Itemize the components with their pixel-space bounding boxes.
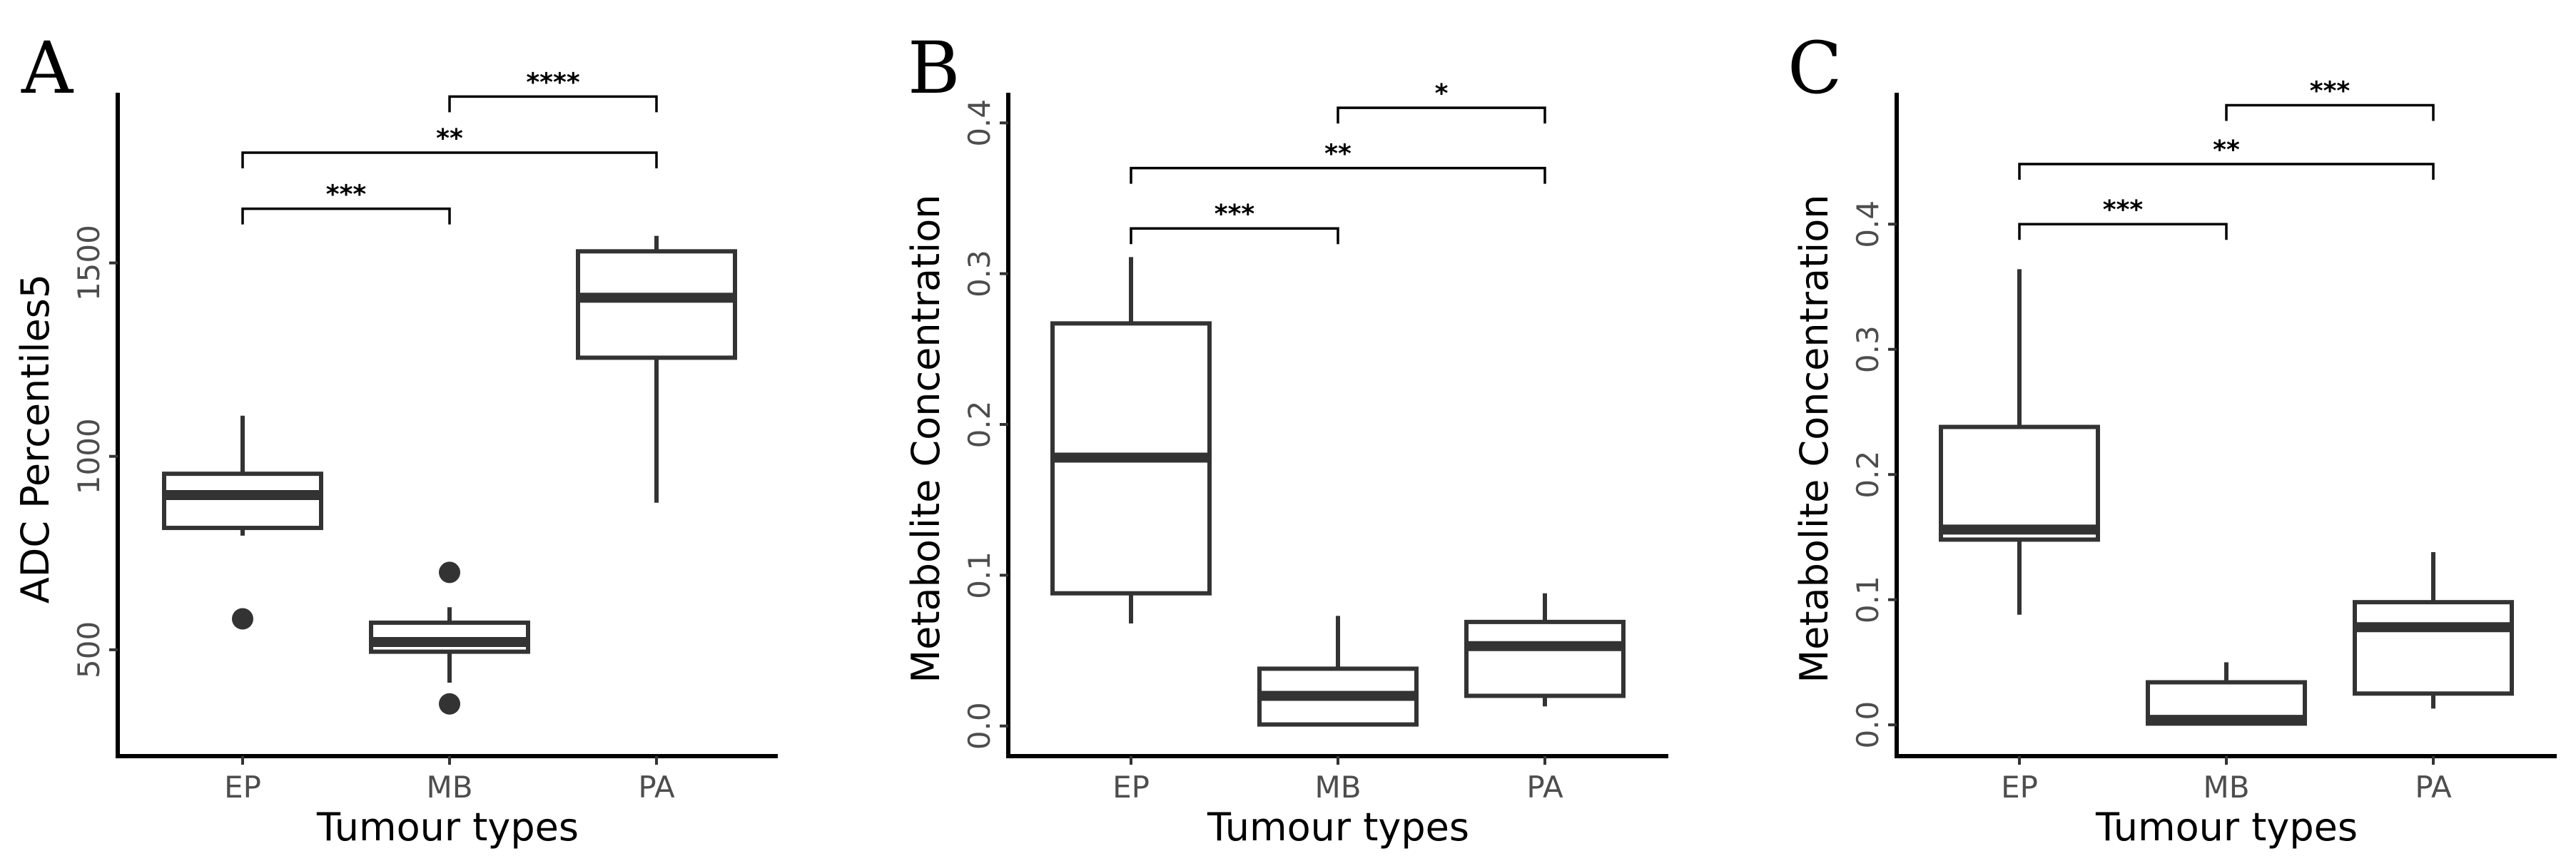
y-tick-label: 0.3	[1850, 325, 1885, 373]
significance-label: ***	[1215, 200, 1255, 229]
y-tick-label: 0.0	[1850, 701, 1885, 749]
x-axis-title: Tumour types	[316, 805, 579, 850]
significance-bracket: ****	[448, 68, 658, 113]
x-tick-label: EP	[1112, 770, 1150, 805]
significance-label: **	[2213, 136, 2240, 165]
y-tick-label: 0.1	[962, 551, 997, 599]
box-pa	[2353, 551, 2514, 709]
y-tick-label: 0.3	[962, 250, 997, 297]
significance-bracket: ***	[2225, 77, 2435, 121]
significance-label: ****	[526, 68, 579, 97]
significance-bracket: **	[241, 124, 658, 169]
y-axis-title: Metabolite Concentration	[1792, 195, 1837, 683]
bracket-line	[241, 151, 658, 169]
y-tick-label: 0.2	[962, 401, 997, 449]
x-tick-label: EP	[224, 770, 261, 805]
significance-bracket: ***	[2018, 195, 2228, 240]
bracket-line	[2225, 103, 2435, 121]
significance-label: ***	[326, 180, 367, 210]
outlier-point	[439, 693, 460, 715]
box-mb	[369, 561, 530, 715]
box-ep	[1050, 257, 1212, 623]
significance-label: ***	[2103, 195, 2144, 225]
x-tick-label: PA	[1526, 770, 1563, 805]
significance-label: **	[436, 124, 463, 153]
significance-label: *	[1435, 79, 1449, 108]
box-iqr	[2353, 600, 2514, 696]
outlier-point	[439, 561, 460, 584]
chart-panel-a: A 500 1000 1500 EP MB PA Tumour types ADC Percen…	[13, 26, 778, 850]
y-tick-label: 0.4	[962, 99, 997, 147]
significance-bracket: **	[2018, 136, 2435, 180]
y-axis-title: Metabolite Concentration	[903, 195, 948, 683]
box-pa	[576, 235, 737, 503]
y-tick-label: 0.0	[962, 702, 997, 750]
chart-panel-b: B 0.0 0.1 0.2 0.3 0.4 EP MB PA Tumour types Metabo…	[903, 26, 1668, 850]
bracket-line	[448, 95, 658, 113]
outlier-point	[232, 608, 253, 630]
x-tick-label: MB	[2203, 770, 2249, 805]
significance-label: **	[1324, 140, 1352, 169]
box-mb	[1257, 616, 1419, 727]
bracket-line	[1337, 106, 1546, 124]
box-iqr	[162, 472, 323, 531]
significance-bracket: ***	[241, 180, 451, 225]
x-tick-label: MB	[1314, 770, 1361, 805]
panel-letter: A	[21, 26, 74, 110]
y-tick-label: 0.1	[1850, 576, 1885, 623]
bracket-line	[241, 207, 451, 225]
x-tick-label: MB	[426, 770, 472, 805]
x-axis-title: Tumour types	[2095, 805, 2358, 850]
bracket-line	[2018, 163, 2435, 180]
y-tick-label: 500	[71, 621, 106, 678]
box-iqr	[1939, 424, 2100, 542]
box-ep	[162, 415, 323, 630]
y-tick-label: 1500	[71, 225, 106, 301]
x-tick-label: EP	[2001, 770, 2038, 805]
bracket-line	[1130, 166, 1546, 184]
y-tick-label: 0.4	[1850, 200, 1885, 248]
y-tick-label: 1000	[71, 418, 106, 494]
panel-letter: B	[908, 26, 960, 110]
x-tick-label: PA	[638, 770, 675, 805]
y-tick-label: 0.2	[1850, 451, 1885, 499]
y-axis-title: ADC Percentiles5	[13, 274, 58, 603]
bracket-line	[1130, 227, 1339, 245]
x-tick-label: PA	[2415, 770, 2452, 805]
bracket-line	[2018, 223, 2228, 240]
box-pa	[1464, 593, 1626, 707]
significance-bracket: **	[1130, 140, 1546, 184]
chart-panel-c: C 0.0 0.1 0.2 0.3 0.4 EP MB PA Tumour types Metabo…	[1788, 26, 2557, 850]
significance-bracket: ***	[1130, 200, 1339, 245]
box-iqr	[576, 249, 737, 360]
x-axis-title: Tumour types	[1207, 805, 1469, 850]
box-ep	[1939, 269, 2100, 615]
significance-bracket: *	[1337, 79, 1546, 124]
box-mb	[2146, 662, 2307, 726]
panel-letter: C	[1788, 26, 1842, 110]
box-iqr	[1464, 619, 1626, 698]
significance-label: ***	[2310, 77, 2351, 106]
